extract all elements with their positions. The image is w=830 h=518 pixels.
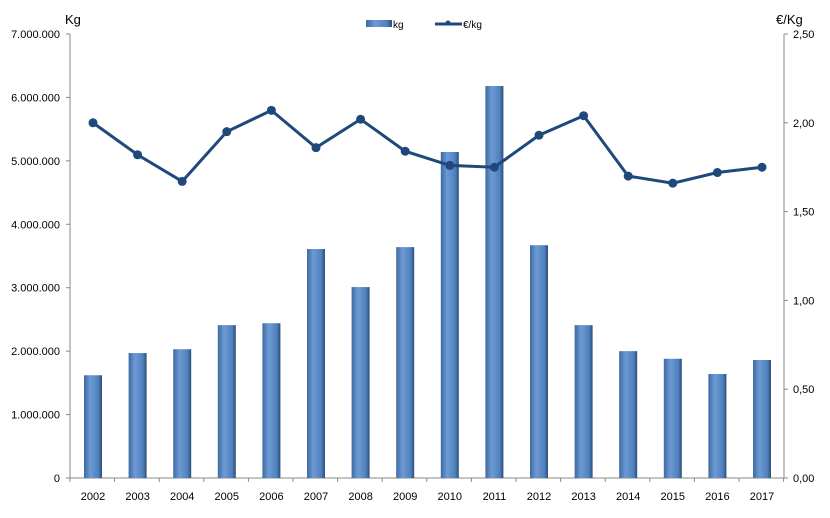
- y-tick-label-right: 0,50: [793, 384, 814, 396]
- bar-kg-2002: [84, 375, 102, 478]
- bar-kg-2012: [530, 245, 548, 478]
- price-point-2014: [623, 171, 633, 181]
- y-tick-label-right: 1,50: [793, 207, 814, 219]
- bar-kg-2015: [663, 358, 682, 478]
- x-tick-label: 2011: [483, 491, 507, 503]
- bar-kg-2014: [619, 351, 638, 478]
- x-tick-label: 2009: [393, 491, 417, 503]
- x-tick-label: 2006: [259, 491, 283, 503]
- x-tick-label: 2007: [304, 491, 328, 503]
- x-tick-label: 2017: [750, 491, 774, 503]
- bar-kg-2003: [128, 353, 147, 478]
- price-point-2007: [311, 143, 321, 153]
- price-point-2016: [712, 168, 722, 178]
- bar-kg-2007: [307, 249, 325, 478]
- y-tick-label-left: 2.000.000: [11, 346, 60, 358]
- x-tick-label: 2005: [215, 491, 239, 503]
- bar-kg-2016: [708, 373, 727, 478]
- y-tick-label-left: 7.000.000: [11, 29, 60, 41]
- price-point-2005: [222, 127, 232, 137]
- price-point-2009: [400, 146, 410, 156]
- legend-label-kg: kg: [393, 20, 404, 31]
- y-tick-label-right: 2,50: [793, 29, 814, 41]
- bar-kg-2011: [485, 86, 504, 479]
- bar-kg-2006: [262, 323, 281, 478]
- price-point-2012: [534, 130, 544, 140]
- x-tick-label: 2014: [616, 491, 640, 503]
- bar-kg-2009: [396, 247, 415, 478]
- bar-kg-2013: [574, 325, 593, 478]
- price-point-2013: [579, 111, 589, 121]
- price-point-2017: [757, 162, 767, 172]
- y-tick-label-left: 5.000.000: [11, 156, 60, 168]
- price-point-2011: [489, 162, 499, 172]
- y-tick-label-left: 0: [54, 473, 60, 485]
- bar-kg-2005: [217, 325, 236, 478]
- y-tick-label-left: 6.000.000: [11, 92, 60, 104]
- x-tick-label: 2015: [661, 491, 685, 503]
- legend: kg €/kg: [366, 20, 482, 31]
- price-point-2015: [668, 178, 678, 188]
- price-point-2002: [88, 118, 98, 128]
- price-point-2003: [133, 150, 143, 160]
- x-tick-label: 2004: [170, 491, 194, 503]
- bar-kg-2008: [351, 287, 370, 478]
- legend-swatch-kg: [366, 20, 392, 27]
- price-point-2010: [445, 160, 455, 170]
- price-line: [92, 108, 763, 185]
- y-tick-label-right: 0,00: [793, 473, 814, 485]
- x-tick-label: 2008: [348, 491, 372, 503]
- y-axis-label-left: Kg: [65, 12, 81, 27]
- y-tick-label-left: 1.000.000: [11, 410, 60, 422]
- bar-kg-2010: [440, 151, 459, 478]
- x-tick-label: 2013: [571, 491, 595, 503]
- price-point-2004: [177, 176, 187, 186]
- x-tick-label: 2016: [705, 491, 729, 503]
- bar-kg-2004: [173, 349, 192, 478]
- y-tick-label-left: 3.000.000: [11, 283, 60, 295]
- x-tick-label: 2002: [81, 491, 105, 503]
- y-axis-label-right: €/Kg: [776, 12, 803, 27]
- y-tick-label-left: 4.000.000: [11, 219, 60, 231]
- x-tick-label: 2010: [438, 491, 462, 503]
- bar-kg-2017: [753, 360, 771, 478]
- price-point-2008: [356, 114, 366, 124]
- legend-label-price: €/kg: [463, 20, 482, 31]
- y-tick-label-right: 2,00: [793, 118, 814, 130]
- x-tick-label: 2003: [125, 491, 149, 503]
- x-tick-label: 2012: [527, 491, 551, 503]
- price-point-2006: [266, 105, 276, 115]
- y-tick-label-right: 1,00: [793, 295, 814, 307]
